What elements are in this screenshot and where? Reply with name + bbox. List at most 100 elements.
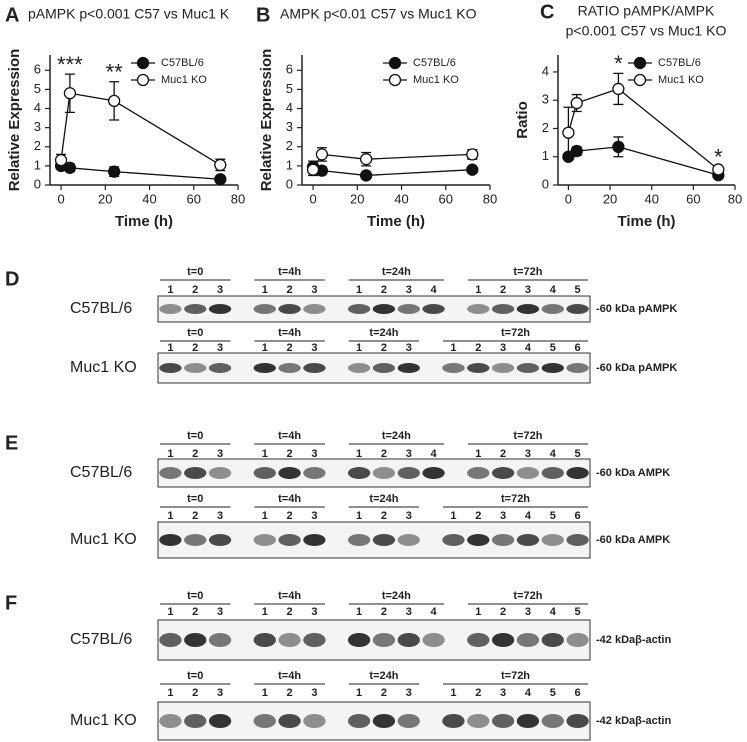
lane-number: 1 xyxy=(356,342,362,354)
significance: * xyxy=(714,144,723,169)
band xyxy=(303,467,326,479)
y-tick-label: 0 xyxy=(34,176,41,191)
lane-number: 2 xyxy=(192,448,198,460)
lane-number: 1 xyxy=(167,284,173,296)
x-tick-label: 60 xyxy=(187,191,201,206)
band xyxy=(347,534,371,546)
lane-number: 3 xyxy=(217,284,223,296)
lane-number: 1 xyxy=(167,510,173,522)
legend-marker xyxy=(388,56,402,70)
panel-letter: C xyxy=(540,1,554,23)
band xyxy=(303,304,326,314)
lane-number: 1 xyxy=(356,687,362,699)
x-tick-label: 20 xyxy=(98,191,112,206)
lane-number: 4 xyxy=(550,284,557,296)
band xyxy=(566,714,589,728)
band xyxy=(541,633,564,647)
lane-number: 3 xyxy=(525,284,531,296)
band xyxy=(566,363,589,373)
lane-number: 1 xyxy=(356,284,362,296)
group-label: t=24h xyxy=(369,327,398,339)
lane-number: 3 xyxy=(311,448,317,460)
band-marker: -60 kDa AMPK xyxy=(596,467,670,479)
lane-number: 2 xyxy=(475,687,481,699)
band xyxy=(467,363,490,373)
lane-number: 3 xyxy=(217,606,223,618)
x-axis-label: Time (h) xyxy=(367,213,425,230)
y-tick-label: 3 xyxy=(542,92,549,107)
x-tick-label: 20 xyxy=(603,191,617,206)
lane-number: 2 xyxy=(475,342,481,354)
group-label: t=72h xyxy=(513,590,542,602)
panel-letter: B xyxy=(256,4,270,26)
legend-label: C57BL/6 xyxy=(161,57,204,69)
significance: ** xyxy=(106,60,124,85)
lane-number: 1 xyxy=(475,606,481,618)
band xyxy=(253,534,276,546)
lane-number: 1 xyxy=(475,284,481,296)
data-point xyxy=(570,144,583,158)
lane-number: 4 xyxy=(550,606,557,618)
group-label: t=24h xyxy=(382,430,411,442)
band xyxy=(541,467,564,479)
lane-number: 3 xyxy=(311,606,317,618)
y-tick-label: 2 xyxy=(286,138,293,153)
y-tick-label: 1 xyxy=(286,157,293,172)
band xyxy=(467,714,490,728)
lane-number: 1 xyxy=(356,510,362,522)
band-marker: -42 kDaβ-actin xyxy=(596,715,671,727)
lane-number: 2 xyxy=(287,448,293,460)
lane-number: 3 xyxy=(525,448,531,460)
data-point xyxy=(315,148,329,161)
chart-title: RATIO pAMPK/AMPK xyxy=(578,3,715,19)
lane-number: 2 xyxy=(192,510,198,522)
band-marker: -60 kDa AMPK xyxy=(596,534,670,546)
band xyxy=(516,467,540,479)
group-label: t=72h xyxy=(501,493,530,505)
data-point xyxy=(306,163,320,176)
x-axis-label: Time (h) xyxy=(115,213,173,230)
lane-number: 3 xyxy=(217,448,223,460)
band xyxy=(372,304,396,314)
row-label: Muc1 KO xyxy=(70,531,137,548)
group-label: t=72h xyxy=(513,430,542,442)
group-label: t=4h xyxy=(278,430,301,442)
lane-number: 2 xyxy=(287,342,293,354)
band xyxy=(372,467,396,479)
band xyxy=(397,633,420,647)
series-line xyxy=(60,92,221,166)
lane-number: 1 xyxy=(167,448,173,460)
data-point xyxy=(107,165,121,178)
lane-number: 6 xyxy=(575,510,581,522)
group-label: t=72h xyxy=(501,327,530,339)
x-tick-label: 40 xyxy=(142,191,156,206)
lane-number: 1 xyxy=(262,606,268,618)
blot-frame xyxy=(157,458,591,488)
band xyxy=(347,714,371,728)
band xyxy=(253,363,276,373)
lane-number: 6 xyxy=(575,687,581,699)
x-tick-label: 60 xyxy=(439,191,453,206)
lane-number: 5 xyxy=(575,448,581,460)
data-point xyxy=(359,153,373,166)
panel-letter: F xyxy=(5,592,17,614)
band xyxy=(159,714,182,728)
band xyxy=(566,633,589,647)
y-tick-label: 1 xyxy=(542,148,549,163)
row-label: Muc1 KO xyxy=(70,712,137,729)
lane-number: 1 xyxy=(167,687,173,699)
y-tick-label: 0 xyxy=(542,176,549,191)
lane-number: 4 xyxy=(525,510,532,522)
data-point xyxy=(612,82,625,96)
group-label: t=0 xyxy=(187,430,203,442)
legend-label: Muc1 KO xyxy=(658,74,704,86)
group-label: t=4h xyxy=(278,493,301,505)
band xyxy=(442,363,465,373)
y-tick-label: 3 xyxy=(34,119,41,134)
band xyxy=(184,534,207,546)
lane-number: 2 xyxy=(287,510,293,522)
band xyxy=(347,363,371,373)
band xyxy=(467,467,490,479)
y-tick-label: 1 xyxy=(34,157,41,172)
band xyxy=(566,304,589,314)
